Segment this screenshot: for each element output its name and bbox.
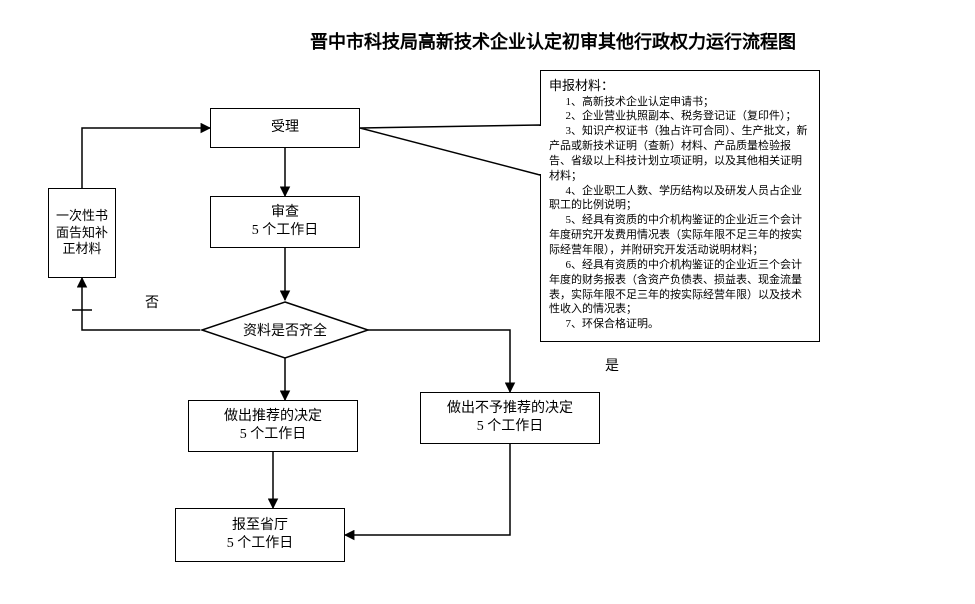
edge-label-yes: 是	[605, 355, 619, 375]
callout-item-1: 1、高新技术企业认定申请书；	[549, 95, 811, 110]
edge-label-no: 否	[145, 292, 159, 312]
callout-materials: 申报材料： 1、高新技术企业认定申请书； 2、企业营业执照副本、税务登记证（复印…	[540, 70, 820, 342]
node-recommend-no-l1: 做出不予推荐的决定	[447, 400, 573, 418]
callout-item-6: 6、经具有资质的中介机构鉴证的企业近三个会计年度的财务报表（含资产负债表、损益表…	[549, 258, 811, 317]
node-submit: 报至省厅 5 个工作日	[175, 508, 345, 562]
callout-item-3: 3、知识产权证书（独占许可合同）、生产批文，新产品或新技术证明（查新）材料、产品…	[549, 124, 811, 183]
node-recommend-no: 做出不予推荐的决定 5 个工作日	[420, 392, 600, 444]
node-review: 审查 5 个工作日	[210, 196, 360, 248]
node-recommend-yes-l2: 5 个工作日	[240, 426, 307, 444]
callout-item-4: 4、企业职工人数、学历结构以及研发人员占企业职工的比例说明；	[549, 184, 811, 214]
node-review-l2: 5 个工作日	[252, 222, 319, 240]
node-decision: 资料是否齐全	[200, 300, 370, 360]
node-submit-l1: 报至省厅	[232, 517, 288, 535]
node-side-l1: 一次性书	[56, 208, 108, 225]
node-accept-label: 受理	[271, 119, 299, 137]
node-accept: 受理	[210, 108, 360, 148]
callout-item-5: 5、经具有资质的中介机构鉴证的企业近三个会计年度研究开发费用情况表（实际年限不足…	[549, 213, 811, 258]
node-decision-label: 资料是否齐全	[243, 320, 327, 340]
node-recommend-yes: 做出推荐的决定 5 个工作日	[188, 400, 358, 452]
callout-item-7: 7、环保合格证明。	[549, 317, 811, 332]
callout-item-2: 2、企业营业执照副本、税务登记证（复印件）；	[549, 109, 811, 124]
node-side-l3: 正材料	[62, 241, 101, 258]
node-submit-l2: 5 个工作日	[227, 535, 294, 553]
node-recommend-yes-l1: 做出推荐的决定	[224, 408, 322, 426]
node-recommend-no-l2: 5 个工作日	[477, 418, 544, 436]
callout-header: 申报材料：	[549, 77, 811, 95]
node-review-l1: 审查	[271, 204, 299, 222]
page-title: 晋中市科技局高新技术企业认定初审其他行政权力运行流程图	[310, 28, 796, 54]
node-side-l2: 面告知补	[56, 225, 108, 242]
node-side-supplement: 一次性书 面告知补 正材料	[48, 188, 116, 278]
